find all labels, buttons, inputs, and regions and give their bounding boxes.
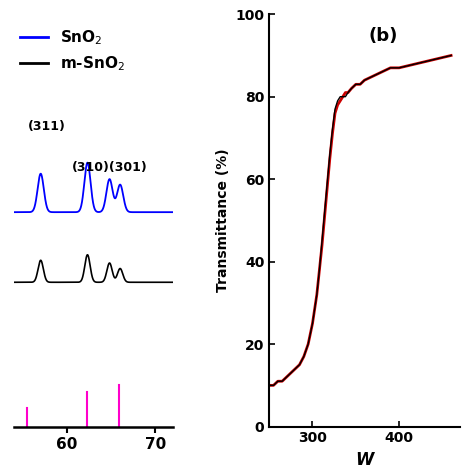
Text: (310)(301): (310)(301) xyxy=(72,161,147,174)
Text: (b): (b) xyxy=(368,27,398,45)
X-axis label: W: W xyxy=(356,451,374,469)
Text: (311): (311) xyxy=(27,120,65,133)
Legend: SnO$_2$, m-SnO$_2$: SnO$_2$, m-SnO$_2$ xyxy=(14,22,131,79)
Y-axis label: Transmittance (%): Transmittance (%) xyxy=(216,148,230,292)
